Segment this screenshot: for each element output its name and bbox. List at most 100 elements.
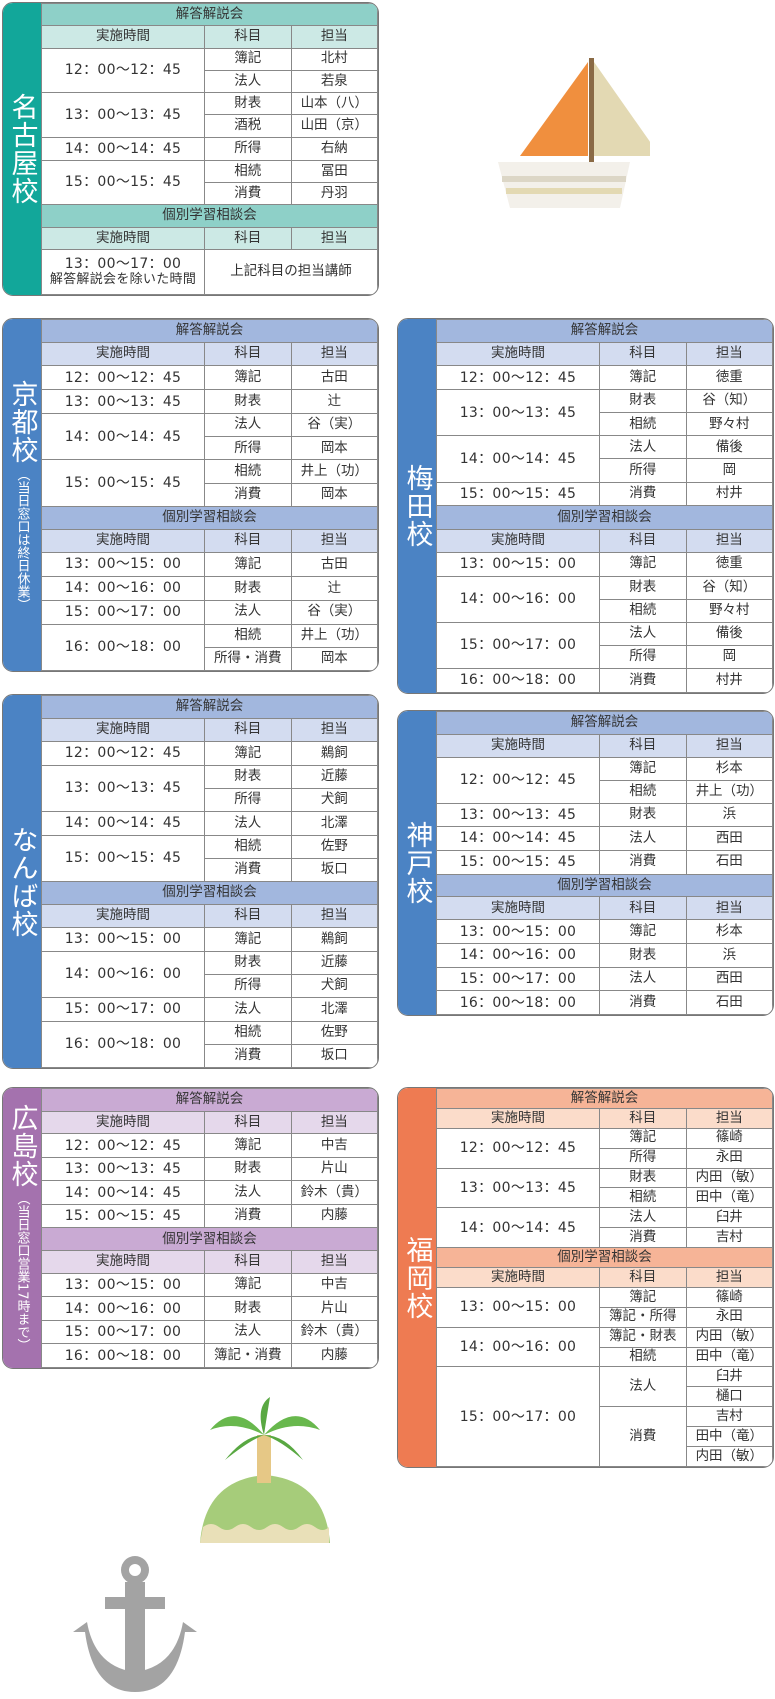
staff-cell: 村井	[685, 481, 773, 507]
section-title-row: 解答解説会	[436, 319, 773, 344]
header-subject: 科目	[203, 226, 292, 251]
table-row: 14：00～14：45 法人 臼井	[436, 1207, 773, 1249]
table-row: 消費 坂口	[42, 857, 378, 882]
staff-cell: 岡本	[290, 436, 378, 461]
table-row: 14：00～14：45 法人 北澤	[41, 811, 378, 836]
header-staff: 担当	[685, 733, 773, 758]
header-time: 実施時間	[41, 1110, 205, 1135]
subject-cell: 法人	[203, 997, 292, 1022]
staff-cell: 谷（実）	[290, 599, 378, 625]
table-row: 12：00～12：45 簿記 篠崎	[436, 1127, 773, 1169]
header-staff: 担当	[290, 718, 378, 743]
table-row: 13：00～13：45 財表 片山	[41, 1156, 378, 1182]
table-row: 所得 犬飼	[42, 787, 378, 813]
staff-cell: 永田	[685, 1306, 773, 1328]
column-header-row: 実施時間 科目 担当	[41, 226, 378, 251]
subject-cell: 所得	[203, 973, 292, 999]
table-row: 13：00～15：00 簿記 徳重	[436, 551, 773, 577]
time-cell: 15：00～15：45	[436, 849, 600, 875]
staff-cell: 内田（敏）	[685, 1326, 773, 1348]
section-title-row: 解答解説会	[41, 695, 378, 720]
time-cell: 12：00～12：45	[436, 1127, 600, 1169]
table-row: 15：00～17：00 法人 北澤	[41, 997, 378, 1022]
staff-cell: 内田（敏）	[685, 1167, 773, 1189]
school-name: なんば校	[6, 825, 38, 938]
school-label-text: なんば校	[6, 825, 38, 938]
sailboat-icon	[498, 58, 650, 208]
header-time: 実施時間	[41, 25, 205, 49]
table-row: 14：00～16：00 財表 片山	[41, 1296, 378, 1321]
table-row: 13：00～13：45 財表 谷（知）	[436, 389, 773, 437]
time-cell: 15：00～15：45	[41, 159, 205, 206]
section-title: 解答解説会	[41, 319, 378, 344]
time-cell: 13：00～13：45	[41, 92, 205, 138]
section-title-row: 解答解説会	[41, 319, 378, 344]
staff-cell: 岡	[685, 458, 773, 483]
staff-cell: 坂口	[290, 857, 378, 882]
staff-cell: 犬飼	[290, 787, 378, 813]
time-cell: 13：00～13：45	[41, 1156, 205, 1182]
palm-island-icon	[200, 1397, 330, 1543]
header-time: 実施時間	[41, 226, 205, 251]
subject-cell: 財表	[203, 92, 292, 116]
staff-cell: 吉村	[685, 1227, 773, 1249]
subject-cell: 法人	[203, 69, 292, 94]
column-header-row: 実施時間 科目 担当	[41, 1250, 378, 1274]
header-subject: 科目	[203, 718, 292, 743]
header-staff: 担当	[290, 226, 378, 251]
column-header-row: 実施時間 科目 担当	[41, 25, 378, 49]
header-time: 実施時間	[436, 896, 600, 921]
section-title: 解答解説会	[41, 1088, 378, 1112]
header-subject: 科目	[598, 733, 687, 758]
subject-cell: 簿記	[598, 365, 687, 391]
subject-cell: 簿記・所得	[598, 1306, 687, 1328]
table-row: 13：00～15：00 簿記 杉本	[436, 919, 773, 944]
section-title-row: 個別学習相談会	[41, 505, 378, 530]
staff-cell: 山本（八）	[290, 92, 378, 116]
section-title-row: 個別学習相談会	[436, 1247, 773, 1269]
header-time: 実施時間	[41, 1250, 205, 1274]
time-note: 解答解説会を除いた時間	[49, 271, 197, 287]
staff-cell: 右納	[290, 136, 378, 161]
column-header-row: 実施時間 科目 担当	[41, 342, 378, 367]
subject-cell: 簿記・財表	[598, 1326, 687, 1348]
staff-cell: 鈴木（貴）	[290, 1319, 378, 1345]
header-time: 実施時間	[436, 733, 600, 758]
header-staff: 担当	[685, 1267, 773, 1288]
header-subject: 科目	[203, 904, 292, 929]
header-time: 実施時間	[436, 1107, 600, 1129]
staff-cell: 辻	[290, 575, 378, 601]
header-staff: 担当	[290, 1250, 378, 1274]
header-time: 実施時間	[41, 718, 205, 743]
table-row: 12：00～12：45 簿記 中吉	[41, 1133, 378, 1158]
time-cell: 16：00～18：00	[41, 1020, 205, 1068]
staff-cell: 佐野	[290, 1020, 378, 1045]
table-row: 所得 犬飼	[42, 973, 378, 999]
staff-cell: 井上（功）	[290, 623, 378, 648]
header-time: 実施時間	[436, 528, 600, 553]
schedule-table: 解答解説会 実施時間 科目 担当 12：00～12：45 簿記 篠崎 所得 永田 13：00～13…	[436, 1088, 773, 1467]
table-row: 16：00～18：00 簿記・消費 内藤	[41, 1343, 378, 1368]
table-row: 15：00～17：00 法人 鈴木（貴）	[41, 1319, 378, 1345]
staff-cell: 内田（敏）	[685, 1446, 773, 1467]
subject-cell: 相続	[203, 159, 292, 184]
school-panel: 梅田校 解答解説会 実施時間 科目 担当 12：00～12：45 簿記 徳重 13：00～13：…	[397, 318, 774, 694]
subject-cell: 法人	[598, 1207, 687, 1229]
time-range: 13：00～17：00	[64, 256, 182, 273]
time-cell: 13：00～15：00	[41, 927, 205, 952]
table-row: 所得・消費 岡本	[42, 646, 378, 671]
subject-cell: 消費	[203, 1043, 292, 1068]
subject-cell: 法人	[598, 435, 687, 460]
schedule-table: 解答解説会実施時間 科目 担当 12：00～12：45 簿記 中吉 13：00～13：45 財…	[41, 1088, 378, 1368]
section-title-row: 個別学習相談会	[41, 880, 378, 906]
header-subject: 科目	[598, 896, 687, 921]
subject-cell: 相続	[598, 779, 687, 804]
time-cell: 14：00～14：45	[41, 413, 205, 461]
table-row: 13：00～15：00 簿記 中吉	[41, 1272, 378, 1298]
header-staff: 担当	[290, 1110, 378, 1135]
school-name: 名古屋校	[6, 93, 38, 205]
staff-cell: 岡本	[290, 646, 378, 671]
staff-cell: 古田	[290, 365, 378, 391]
school-panel: 広島校 （当日窓口営業17時まで） 解答解説会 実施時間 科目 担当 12：00～12：45…	[2, 1087, 379, 1369]
table-row: 消費 岡本	[42, 482, 378, 507]
